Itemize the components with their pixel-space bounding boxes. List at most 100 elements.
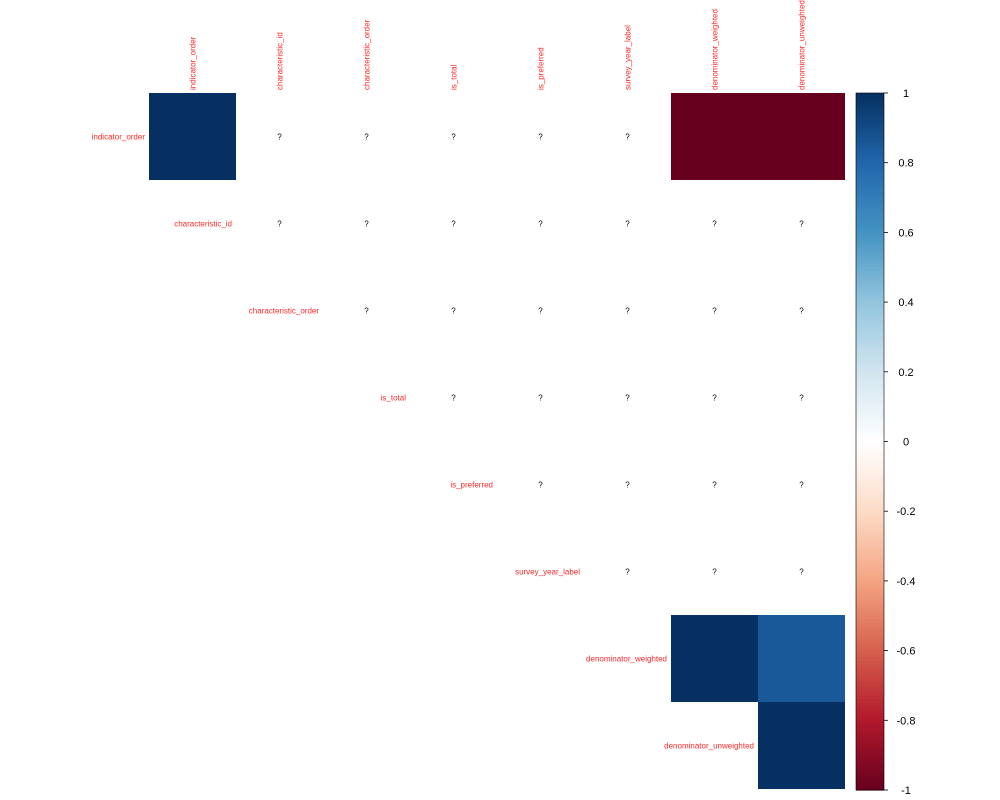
missing-marker: ? [538,220,543,229]
colorbar-segment [856,661,884,666]
colorbar-segment [856,166,884,171]
colorbar-segment [856,702,884,707]
colorbar-segment [856,532,884,537]
colorbar-tick-label: 0.8 [898,158,913,170]
colorbar-segment [856,678,884,683]
missing-marker: ? [625,133,630,142]
colorbar-segment [856,472,884,477]
colorbar-segment [856,723,884,728]
colorbar-segment [856,134,884,139]
colorbar-segment [856,507,884,512]
colorbar-segment [856,253,884,258]
colorbar-segment [856,225,884,230]
colorbar-segment [856,218,884,223]
colorbar-segment [856,417,884,422]
colorbar-segment [856,319,884,324]
colorbar-segment [856,208,884,213]
column-label-characteristic-order: characteristic_order [363,19,372,90]
row-label-indicator-order: indicator_order [92,133,146,142]
colorbar-segment [856,270,884,275]
missing-marker: ? [799,568,804,577]
colorbar-segment [856,566,884,572]
missing-marker: ? [799,220,804,229]
colorbar-segment [856,221,884,227]
colorbar-segment [856,549,884,554]
colorbar-segment [856,350,884,355]
colorbar-segment [856,699,884,704]
colorbar-segment [856,389,884,394]
missing-marker: ? [625,220,630,229]
heatmap-cells [149,93,845,789]
colorbar-segment [856,465,884,470]
missing-marker: ? [625,481,630,490]
colorbar-segment [856,451,884,457]
colorbar-segment [856,235,884,240]
colorbar-segment [856,138,884,143]
colorbar-segment [856,368,884,373]
missing-marker: ? [625,568,630,577]
missing-marker: ? [799,394,804,403]
row-label-denominator-weighted: denominator_weighted [586,655,667,664]
colorbar-segment [856,441,884,446]
colorbar-segment [856,249,884,254]
colorbar-segment [856,277,884,282]
colorbar-segment [856,99,884,105]
colorbar-tick-label: -0.2 [897,506,916,518]
colorbar-segment [856,664,884,669]
colorbar-segment [856,316,884,321]
colorbar-segment [856,246,884,251]
colorbar-tick-label: -0.6 [897,646,916,658]
colorbar-segment [856,256,884,261]
colorbar-segment [856,305,884,310]
colorbar-segment [856,357,884,362]
colorbar-segment [856,727,884,732]
colorbar-segment [856,493,884,498]
colorbar-segment [856,622,884,627]
colorbar-segment [856,336,884,342]
colorbar-segment [856,329,884,335]
colorbar-segment [856,326,884,331]
missing-marker: ? [625,307,630,316]
colorbar-segment [856,654,884,659]
colorbar-segment [856,514,884,519]
column-label-characteristic-id: characteristic_id [276,32,285,90]
colorbar-segment [856,399,884,404]
colorbar-segment [856,291,884,296]
colorbar-tick-label: 0.4 [898,297,913,309]
colorbar-segment [856,577,884,582]
colorbar-segment [856,110,884,115]
colorbar-segment [856,479,884,484]
heatmap-cell-denominator-unweighted-denominator-unweighted [758,702,845,789]
colorbar-segment [856,779,884,784]
colorbar-segment [856,765,884,770]
colorbar-segment [856,201,884,206]
colorbar-segment [856,458,884,464]
colorbar-segment [856,608,884,613]
colorbar-segment [856,483,884,488]
colorbar-segment [856,776,884,781]
heatmap-cell-indicator-order-indicator-order [149,93,236,180]
missing-marker: ? [538,307,543,316]
colorbar-segment [856,194,884,199]
colorbar-segment [856,106,884,112]
colorbar-tick-label: -1 [901,785,911,797]
colorbar-segment [856,375,884,380]
colorbar-segment [856,343,884,349]
colorbar-segment [856,500,884,505]
colorbar-segment [856,720,884,725]
colorbar-segment [856,162,884,167]
colorbar-segment [856,633,884,638]
colorbar-segment [856,734,884,739]
colorbar-segment [856,413,884,418]
missing-marker: ? [712,220,717,229]
colorbar-segment [856,783,884,788]
row-label-denominator-unweighted: denominator_unweighted [664,742,754,751]
colorbar-segment [856,647,884,652]
missing-marker: ? [364,307,369,316]
colorbar-segment [856,183,884,188]
colorbar-segment [856,716,884,721]
colorbar-segment [856,612,884,617]
colorbar-segment [856,385,884,390]
column-labels: indicator_order characteristic_id characte… [189,0,807,90]
colorbar-segment [856,403,884,408]
